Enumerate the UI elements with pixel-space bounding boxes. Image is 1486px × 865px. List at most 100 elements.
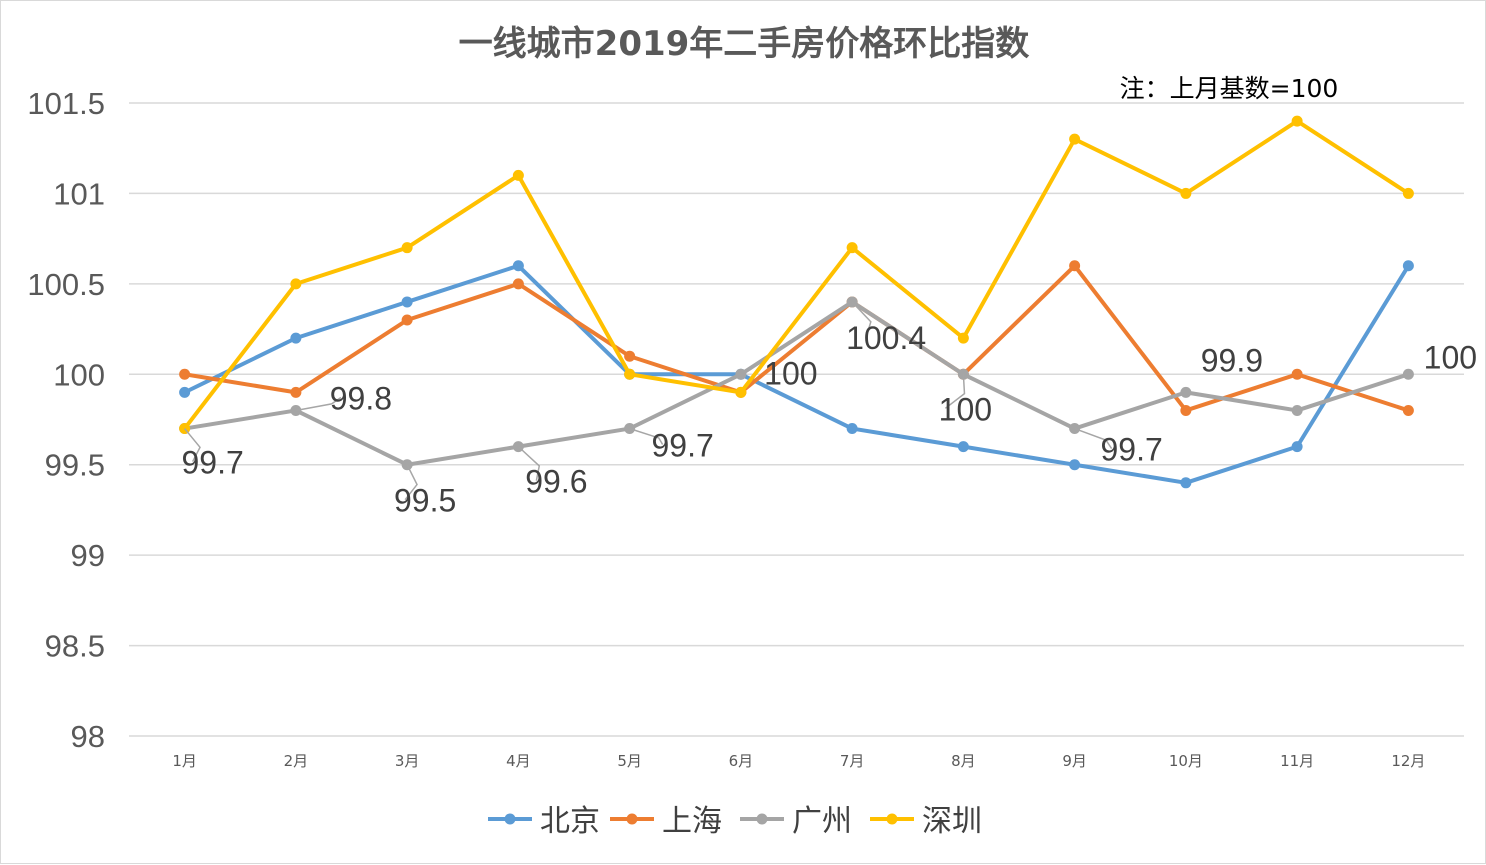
data-point bbox=[1069, 459, 1081, 471]
y-tick-label: 98 bbox=[71, 719, 105, 754]
data-point bbox=[1180, 477, 1192, 489]
x-tick-label: 10月 bbox=[1169, 752, 1203, 770]
gridlines bbox=[129, 102, 1464, 737]
leader-line bbox=[404, 464, 418, 501]
legend: 北京 上海 广州 深圳 bbox=[488, 804, 982, 839]
y-tick-label: 99 bbox=[71, 538, 105, 573]
data-label: 99.7 bbox=[651, 428, 713, 464]
series-line bbox=[182, 299, 1411, 467]
data-point bbox=[1180, 404, 1192, 416]
x-tick-label: 4月 bbox=[506, 752, 531, 770]
data-point bbox=[1069, 133, 1081, 145]
data-point bbox=[512, 260, 524, 272]
data-label: 99.7 bbox=[1100, 432, 1162, 468]
data-point bbox=[846, 242, 858, 254]
data-point bbox=[1180, 187, 1192, 199]
data-point bbox=[290, 332, 302, 344]
legend-item: 广州 bbox=[740, 804, 852, 839]
legend-label: 深圳 bbox=[922, 804, 982, 839]
data-label: 100 bbox=[1424, 339, 1477, 375]
data-point bbox=[179, 368, 191, 380]
data-point bbox=[401, 242, 413, 254]
data-point bbox=[1069, 260, 1081, 272]
x-tick-label: 1月 bbox=[172, 752, 197, 770]
data-point bbox=[290, 386, 302, 398]
series-line bbox=[182, 119, 1411, 431]
data-point bbox=[512, 278, 524, 290]
data-label: 99.6 bbox=[525, 464, 587, 500]
data-point bbox=[290, 278, 302, 290]
x-tick-label: 6月 bbox=[729, 752, 754, 770]
data-point bbox=[735, 386, 747, 398]
data-point bbox=[846, 423, 858, 435]
data-label: 100.4 bbox=[846, 320, 926, 356]
series-layer bbox=[179, 115, 1414, 489]
legend-marker bbox=[756, 813, 768, 825]
data-point bbox=[957, 332, 969, 344]
data-point bbox=[1291, 368, 1303, 380]
x-tick-label: 9月 bbox=[1062, 752, 1087, 770]
leader-line bbox=[1074, 427, 1113, 449]
legend-marker bbox=[886, 813, 898, 825]
x-axis: 1月 2月 3月 4月 5月 6月 7月 8月 9月 10月 11月 12月 bbox=[172, 752, 1425, 770]
y-axis: 98 98.5 99 99.5 100 100.5 101 101.5 bbox=[27, 86, 105, 754]
legend-label: 广州 bbox=[792, 804, 852, 839]
data-point bbox=[735, 368, 747, 380]
y-tick-label: 98.5 bbox=[45, 629, 105, 664]
leader-line bbox=[295, 396, 342, 412]
data-point bbox=[401, 296, 413, 308]
leader-line bbox=[517, 446, 541, 481]
data-point bbox=[512, 169, 524, 181]
x-tick-label: 2月 bbox=[284, 752, 309, 770]
data-labels: 99.7 99.8 99.5 99.6 99.7 100 100.4 100 99.7 99.9 1… bbox=[181, 301, 1477, 519]
x-tick-label: 8月 bbox=[951, 752, 976, 770]
data-point bbox=[624, 368, 636, 380]
leader-line bbox=[629, 427, 664, 445]
data-point bbox=[1291, 441, 1303, 453]
data-point bbox=[1402, 404, 1414, 416]
legend-label: 北京 bbox=[540, 804, 600, 839]
chart-note: 注：上月基数=100 bbox=[1120, 74, 1339, 103]
legend-marker bbox=[504, 813, 516, 825]
data-label: 99.8 bbox=[330, 380, 392, 416]
legend-item: 北京 bbox=[488, 804, 600, 839]
data-point bbox=[1402, 260, 1414, 272]
data-label: 99.9 bbox=[1201, 342, 1263, 378]
legend-item: 深圳 bbox=[870, 804, 982, 839]
legend-label: 上海 bbox=[662, 804, 722, 839]
data-label: 100 bbox=[764, 355, 817, 391]
data-point bbox=[1402, 368, 1414, 380]
series-line bbox=[182, 263, 1411, 413]
data-point bbox=[1291, 404, 1303, 416]
data-point bbox=[1291, 115, 1303, 127]
y-tick-label: 100 bbox=[53, 357, 105, 392]
legend-item: 上海 bbox=[610, 804, 722, 839]
data-point bbox=[401, 314, 413, 326]
chart-title: 一线城市2019年二手房价格环比指数 bbox=[459, 24, 1030, 64]
data-point bbox=[957, 441, 969, 453]
x-tick-label: 3月 bbox=[395, 752, 420, 770]
data-point bbox=[179, 386, 191, 398]
data-point bbox=[1180, 386, 1192, 398]
data-label: 100 bbox=[939, 391, 992, 427]
data-point bbox=[624, 350, 636, 362]
x-tick-label: 11月 bbox=[1280, 752, 1314, 770]
legend-marker bbox=[626, 813, 638, 825]
series-line bbox=[182, 263, 1411, 485]
leader-line bbox=[184, 428, 201, 462]
x-tick-label: 12月 bbox=[1391, 752, 1425, 770]
y-tick-label: 99.5 bbox=[45, 448, 105, 483]
x-tick-label: 5月 bbox=[617, 752, 642, 770]
leader-line bbox=[851, 301, 872, 338]
x-tick-label: 7月 bbox=[840, 752, 865, 770]
data-label: 99.5 bbox=[394, 483, 456, 519]
leader-line bbox=[944, 374, 966, 409]
series-3 bbox=[179, 115, 1414, 435]
data-label: 99.7 bbox=[181, 445, 243, 481]
y-tick-label: 101 bbox=[53, 176, 105, 211]
y-tick-label: 100.5 bbox=[27, 267, 105, 302]
y-tick-label: 101.5 bbox=[27, 86, 105, 121]
data-point bbox=[1402, 187, 1414, 199]
